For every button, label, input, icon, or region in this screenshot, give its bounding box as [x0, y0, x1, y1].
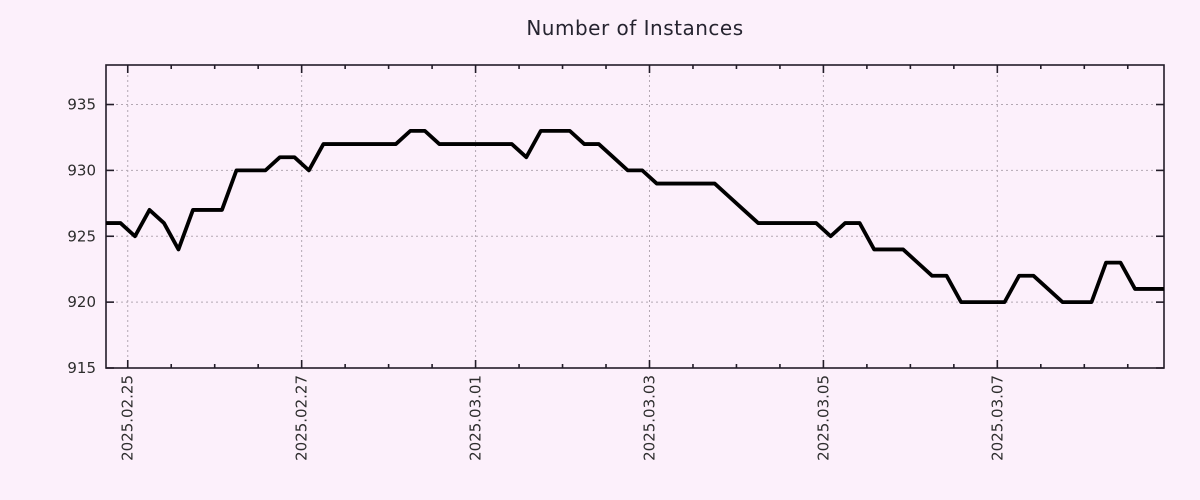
series-line — [106, 128, 1164, 305]
x-tick-label: 2025.03.03 — [640, 375, 658, 461]
y-tick-label: 935 — [67, 96, 96, 114]
y-tick-label: 930 — [67, 161, 96, 179]
plot-border — [105, 64, 1165, 369]
x-tick-label: 2025.02.27 — [293, 375, 311, 461]
chart-title: Number of Instances — [526, 16, 744, 40]
x-tick-label: 2025.03.01 — [467, 375, 485, 461]
y-tick-label: 915 — [67, 359, 96, 377]
y-tick-label: 925 — [67, 227, 96, 245]
x-tick-label: 2025.02.25 — [119, 375, 137, 461]
x-tick-label: 2025.03.07 — [988, 375, 1006, 461]
y-tick-label: 920 — [67, 293, 96, 311]
x-tick-label: 2025.03.05 — [814, 375, 832, 461]
